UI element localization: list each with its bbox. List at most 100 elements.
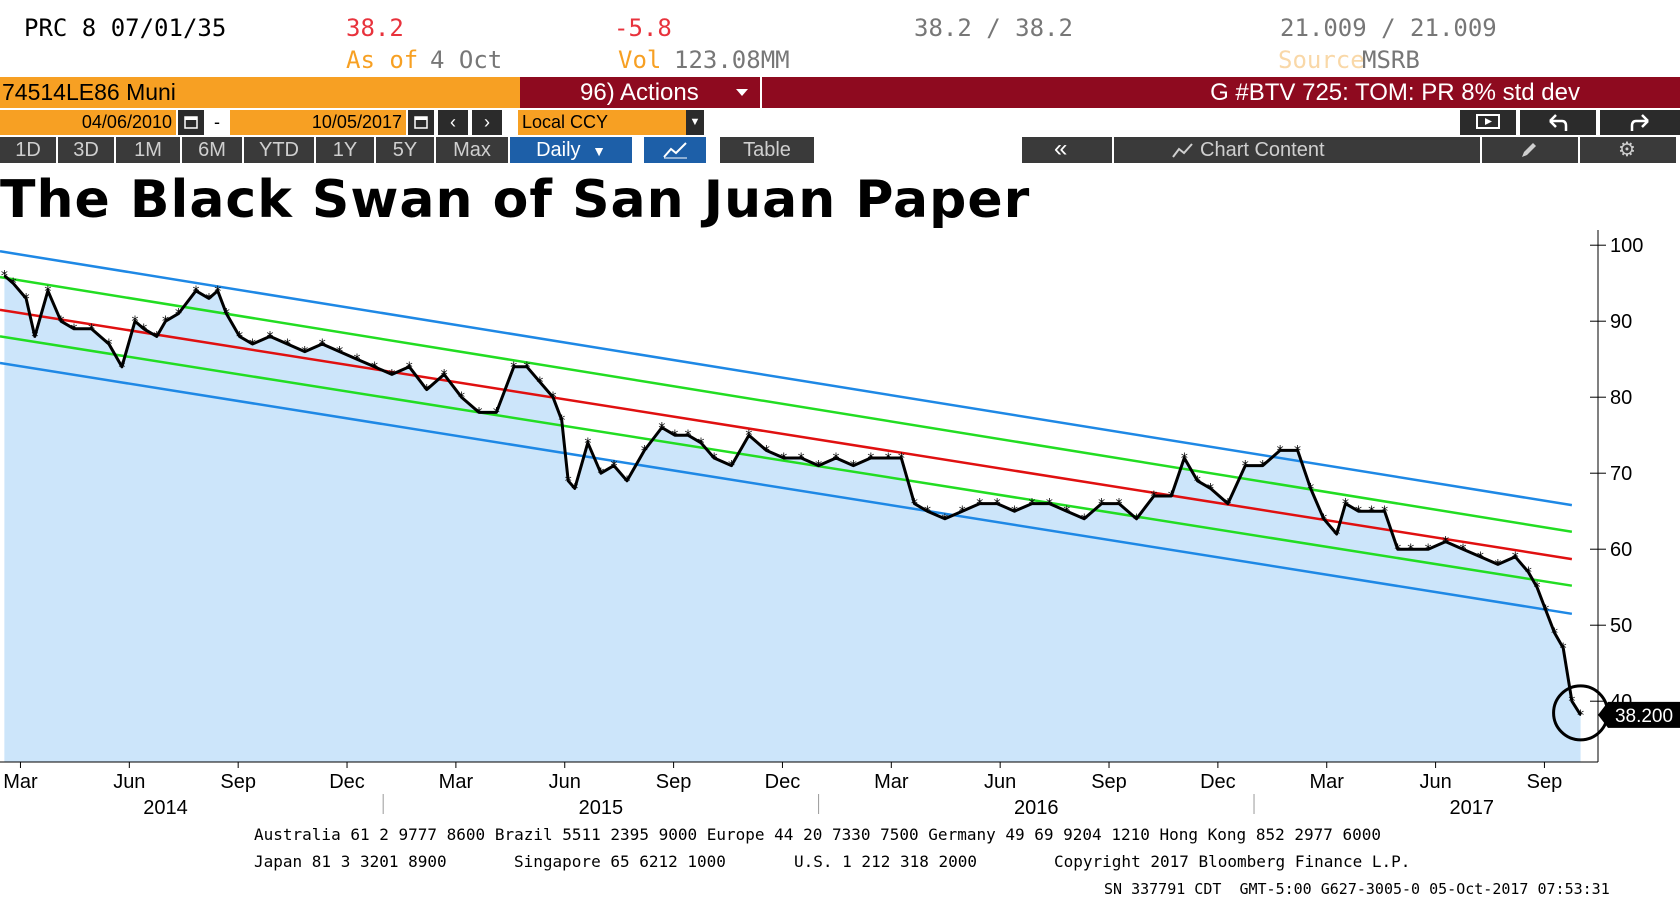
price-point: * (319, 337, 326, 353)
band-regression (0, 308, 1573, 561)
price-point: * (1534, 580, 1541, 596)
chart-content-label: Chart Content (1200, 139, 1325, 161)
price-point: * (1277, 443, 1284, 459)
price-point: * (153, 329, 160, 345)
chevron-down-icon[interactable]: ▼ (686, 110, 704, 135)
redo-icon[interactable] (1600, 110, 1680, 135)
price-point: * (1477, 550, 1484, 566)
price-point: * (1568, 694, 1575, 710)
price-point: * (223, 307, 230, 323)
price-point: * (31, 329, 38, 345)
price-point: * (206, 291, 213, 307)
price-point: * (406, 360, 413, 376)
year-label: 2016 (1014, 797, 1059, 819)
price-point: * (976, 497, 983, 513)
price-point: * (658, 421, 665, 437)
line-chart-icon[interactable] (644, 137, 706, 163)
settings-button[interactable]: ⚙ (1580, 137, 1676, 163)
period-ytd[interactable]: YTD (244, 137, 314, 163)
price-point: * (523, 360, 530, 376)
price-point: * (88, 322, 95, 338)
chevron-left-icon[interactable]: ‹ (438, 110, 468, 135)
chevron-down-icon: ▼ (592, 143, 606, 159)
period-1y[interactable]: 1Y (316, 137, 374, 163)
calendar-icon[interactable] (178, 110, 204, 135)
table-button[interactable]: Table (720, 137, 814, 163)
price-point: * (898, 451, 905, 467)
period-5y[interactable]: 5Y (376, 137, 434, 163)
footer-japan: Japan 81 3 3201 8900 (254, 852, 447, 871)
price-chart[interactable]: * * * * * * * * * * * * * * * * * * * * * * * * * * * * * * * * * * * * * * * *… (0, 230, 1680, 820)
band-lower-2sd (0, 361, 1573, 616)
edit-icon (1522, 143, 1536, 157)
price-point: * (924, 504, 931, 520)
actions-menu[interactable]: 96) Actions (520, 77, 760, 108)
price-point: * (941, 512, 948, 528)
price-point: * (1381, 504, 1388, 520)
price-point: * (1342, 497, 1349, 513)
period-1m[interactable]: 1M (116, 137, 180, 163)
price-point: * (1407, 542, 1414, 558)
x-tick-label: Mar (3, 771, 38, 793)
period-1d[interactable]: 1D (0, 137, 56, 163)
price-point: * (1294, 443, 1301, 459)
price-point: * (959, 504, 966, 520)
y-tick-label: 80 (1610, 387, 1632, 409)
price-point: * (798, 451, 805, 467)
source-label: Source (1278, 46, 1365, 74)
start-date-field[interactable]: 04/06/2010 (0, 110, 176, 135)
x-tick-label: Sep (656, 771, 692, 793)
double-chevron-left-icon: « (1054, 135, 1068, 162)
date-separator: - (206, 110, 228, 135)
price-point: * (1560, 641, 1567, 657)
price-point: * (1081, 512, 1088, 528)
x-tick-label: Dec (1200, 771, 1236, 793)
price-point: * (728, 459, 735, 475)
price-point: * (266, 329, 273, 345)
price-area (4, 275, 1581, 762)
last-price-label: 38.200 (1615, 706, 1673, 727)
band-lower-1sd (0, 335, 1573, 587)
price-point: * (1194, 474, 1201, 490)
period-3d[interactable]: 3D (58, 137, 114, 163)
price-point: * (565, 474, 572, 490)
period-6m[interactable]: 6M (182, 137, 242, 163)
frequency-label: Daily (536, 139, 581, 161)
end-date-field[interactable]: 10/05/2017 (230, 110, 406, 135)
y-tick-label: 60 (1610, 539, 1632, 561)
y-tick-label: 70 (1610, 463, 1632, 485)
price-point: * (610, 459, 617, 475)
chevron-right-icon[interactable]: › (472, 110, 502, 135)
price-point: * (536, 375, 543, 391)
chart-content-button[interactable]: Chart Content (1114, 137, 1480, 163)
study-label: G #BTV 725: TOM: PR 8% std dev (762, 77, 1680, 108)
price-point: * (994, 497, 1001, 513)
undo-icon[interactable] (1520, 110, 1596, 135)
currency-select[interactable]: Local CCY (518, 110, 686, 135)
x-tick-label: Dec (329, 771, 365, 793)
chevron-down-icon (736, 89, 748, 96)
price-point: * (867, 451, 874, 467)
security-ticker-field[interactable]: 74514LE86 Muni (0, 77, 520, 108)
period-max[interactable]: Max (436, 137, 508, 163)
price-point: * (1150, 489, 1157, 505)
price-point: * (911, 497, 918, 513)
frequency-select[interactable]: Daily ▼ (510, 137, 632, 163)
price-point: * (763, 443, 770, 459)
price-point: * (1116, 497, 1123, 513)
presentation-icon[interactable] (1460, 110, 1516, 135)
calendar-icon[interactable] (408, 110, 434, 135)
price-point: * (558, 413, 565, 429)
edit-button[interactable] (1482, 137, 1578, 163)
footer-contacts: Australia 61 2 9777 8600 Brazil 5511 239… (254, 825, 1382, 844)
collapse-button[interactable]: « (1022, 137, 1112, 163)
x-tick-label: Jun (113, 771, 145, 793)
price-point: * (833, 451, 840, 467)
price-point: * (23, 291, 30, 307)
price-point: * (850, 459, 857, 475)
price-point: * (684, 428, 691, 444)
price-point: * (162, 314, 169, 330)
price-point: * (624, 474, 631, 490)
x-tick-label: Mar (439, 771, 474, 793)
price-line (3, 274, 1582, 716)
